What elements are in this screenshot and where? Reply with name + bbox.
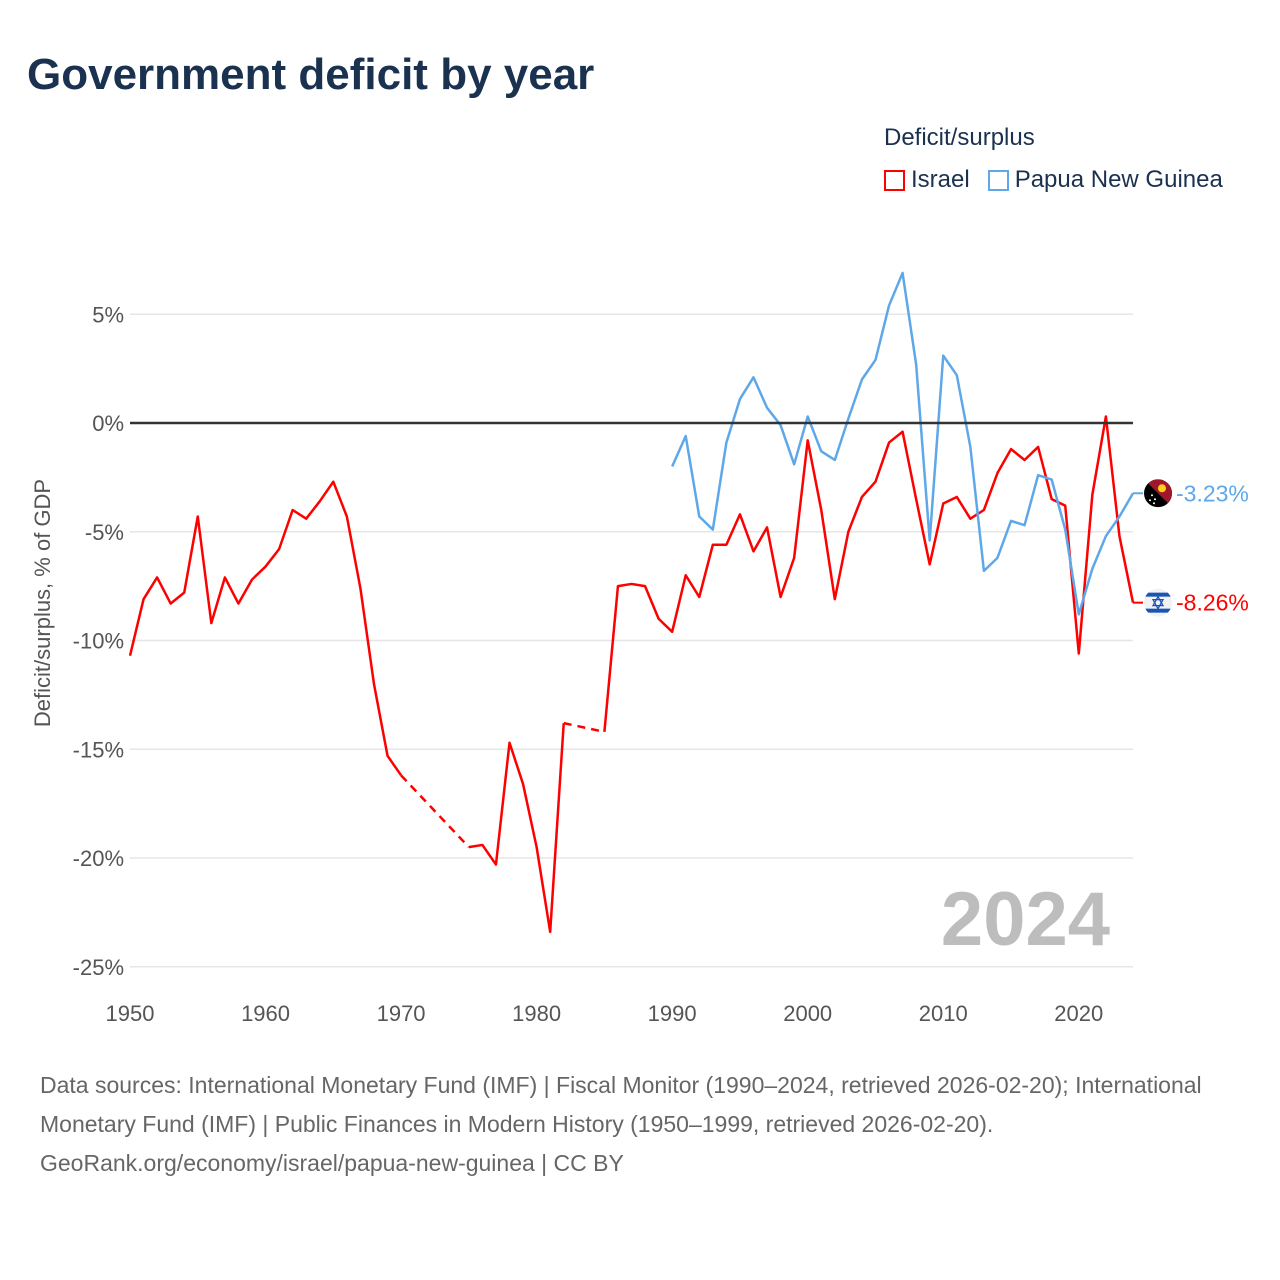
legend-item-papua-new-guinea[interactable]: Papua New Guinea bbox=[987, 166, 1223, 194]
end-value-label: -8.26% bbox=[1176, 590, 1249, 616]
legend-item-israel[interactable]: Israel bbox=[884, 166, 970, 194]
y-tick-label: 5% bbox=[92, 302, 124, 327]
year-watermark: 2024 bbox=[941, 877, 1110, 962]
chart-title: Government deficit by year bbox=[27, 50, 595, 99]
y-axis-label: Deficit/surplus, % of GDP bbox=[30, 479, 55, 727]
flag-body bbox=[1144, 588, 1172, 617]
y-tick-label: -15% bbox=[73, 737, 124, 762]
star-icon bbox=[1154, 498, 1156, 501]
data-sources: Data sources: International Monetary Fun… bbox=[40, 1072, 1202, 1137]
y-tick-label: -5% bbox=[85, 520, 124, 545]
x-tick-label: 1980 bbox=[512, 1001, 561, 1026]
flag-stripe bbox=[1144, 592, 1172, 597]
series-line-papua-new-guinea bbox=[671, 271, 1135, 616]
star-icon bbox=[1153, 502, 1155, 505]
legend: Israel Papua New Guinea bbox=[884, 166, 1223, 194]
series-line-israel bbox=[128, 480, 403, 777]
series-gap-israel bbox=[400, 774, 470, 848]
source-link[interactable]: GeoRank.org/economy/israel/papua-new-gui… bbox=[40, 1150, 624, 1176]
bird-of-paradise-icon bbox=[1158, 484, 1166, 493]
x-tick-label: 2010 bbox=[919, 1001, 968, 1026]
star-icon bbox=[1151, 494, 1153, 497]
papua-new-guinea-flag-icon bbox=[1144, 479, 1172, 508]
x-tick-label: 1970 bbox=[377, 1001, 426, 1026]
footer: Data sources: International Monetary Fun… bbox=[40, 1066, 1240, 1183]
y-tick-label: 0% bbox=[92, 411, 124, 436]
legend-swatch-israel bbox=[884, 169, 905, 191]
x-tick-label: 1950 bbox=[106, 1001, 155, 1026]
x-tick-label: 1990 bbox=[648, 1001, 697, 1026]
flag-stripe bbox=[1144, 608, 1172, 613]
star-icon bbox=[1149, 499, 1151, 502]
star-of-david-icon bbox=[1151, 595, 1165, 610]
x-tick-label: 2000 bbox=[783, 1001, 832, 1026]
israel-flag-icon bbox=[1144, 588, 1172, 617]
legend-label-israel: Israel bbox=[911, 166, 970, 193]
series-line-israel bbox=[468, 723, 565, 934]
end-value-label: -3.23% bbox=[1176, 480, 1249, 506]
flag-body bbox=[1144, 479, 1172, 508]
y-tick-label: -20% bbox=[73, 846, 124, 871]
legend-label-papua-new-guinea: Papua New Guinea bbox=[1014, 166, 1223, 193]
x-tick-label: 1960 bbox=[241, 1001, 290, 1026]
legend-swatch-papua-new-guinea bbox=[987, 169, 1009, 191]
series-gap-israel bbox=[563, 721, 605, 734]
legend-title: Deficit/surplus bbox=[884, 124, 1035, 151]
y-tick-label: -10% bbox=[73, 629, 124, 654]
x-tick-label: 2020 bbox=[1054, 1001, 1103, 1026]
series-line-israel bbox=[603, 415, 1135, 732]
y-tick-label: -25% bbox=[73, 955, 124, 980]
